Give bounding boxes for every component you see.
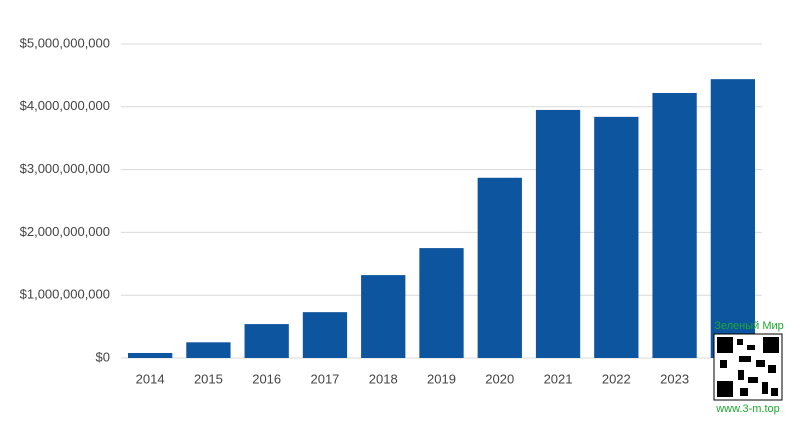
bar <box>186 342 231 358</box>
x-tick-label: 2018 <box>369 371 398 386</box>
watermark: Зеленый Мир www.3-m.top <box>713 320 784 415</box>
bar <box>652 92 697 358</box>
x-tick-label: 2023 <box>660 371 689 386</box>
x-tick-label: 2014 <box>136 371 165 386</box>
y-tick-label: $4,000,000,000 <box>20 98 110 113</box>
y-tick-label: $3,000,000,000 <box>20 161 110 176</box>
x-tick-label: 2019 <box>427 371 456 386</box>
watermark-url: www.3-m.top <box>715 403 780 415</box>
bar <box>710 79 756 358</box>
x-tick-label: 2017 <box>310 371 339 386</box>
bar <box>594 116 639 359</box>
y-tick-label: $5,000,000,000 <box>20 35 110 50</box>
y-tick-label: $1,000,000,000 <box>20 287 110 302</box>
bar <box>477 177 522 358</box>
bar <box>419 248 464 358</box>
bar <box>302 312 348 358</box>
bar <box>127 352 173 358</box>
y-tick-label: $2,000,000,000 <box>20 224 110 239</box>
bar <box>244 324 289 358</box>
x-tick-label: 2021 <box>544 371 573 386</box>
bar <box>361 275 406 358</box>
x-tick-label: 2020 <box>485 371 514 386</box>
bar <box>535 109 581 358</box>
x-tick-label: 2015 <box>194 371 223 386</box>
x-tick-label: 2022 <box>602 371 631 386</box>
x-tick-label: 2016 <box>252 371 281 386</box>
y-tick-label: $0 <box>96 349 110 364</box>
qr-pattern <box>717 337 779 397</box>
watermark-title: Зеленый Мир <box>714 320 784 332</box>
